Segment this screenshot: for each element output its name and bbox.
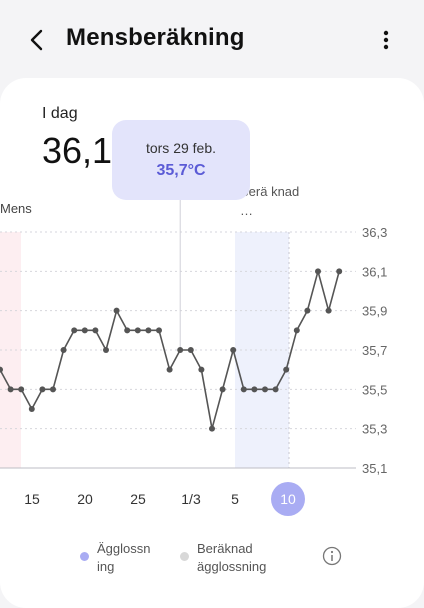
info-icon[interactable] [322,546,342,566]
y-tick-label: 35,9 [362,304,387,319]
data-point [0,366,3,373]
legend-ovulation-label: Ägglossn ing [97,541,151,574]
data-point [209,425,215,432]
data-point [283,366,290,373]
data-point [230,347,237,353]
legend-ovulation-dot [80,552,89,561]
data-point [251,386,258,393]
x-tick-label-selected: 10 [280,491,296,507]
x-tick-label: 20 [77,491,93,507]
y-tick-label: 35,7 [362,343,387,358]
data-point [39,386,46,393]
tooltip-date: tors 29 feb. [145,140,217,156]
data-point [336,268,343,275]
data-point [50,386,56,393]
data-point [92,327,99,334]
y-tick-label: 36,1 [362,264,387,279]
data-point [60,347,67,353]
y-tick-label: 35,1 [362,461,387,476]
chevron-left-icon[interactable] [24,26,52,54]
data-point [315,268,321,275]
temperature-card: I dag 36,1 Mens Berä knad … 36,3 36,1 35,9… [0,78,424,608]
y-tick-label: 35,3 [362,422,387,437]
data-point [103,347,109,353]
today-label: I dag [42,105,78,122]
phase-label-calculated: Berä knad … [240,184,300,218]
data-point [187,347,194,353]
legend-calculated-dot [180,552,189,561]
data-point [124,327,131,334]
x-tick-label: 1/3 [181,491,201,507]
page-title: Mensberäkning [66,24,245,51]
data-point [219,386,226,393]
x-tick-label: 15 [24,491,40,507]
data-point [145,327,152,334]
data-point [177,347,184,353]
data-point [262,386,268,393]
y-tick-label: 35,5 [362,382,387,397]
chart-tooltip: tors 29 feb. 35,7°C [112,120,250,200]
data-point [7,386,14,393]
today-temperature: 36,1 [42,130,113,171]
data-point [28,406,35,412]
x-tick-label: 25 [130,491,146,507]
data-point [240,386,247,393]
data-point [71,327,78,334]
phase-label-mens: Mens [0,201,32,216]
data-point [156,327,162,334]
app-header: Mensberäkning [0,0,424,80]
y-tick-label: 36,3 [362,225,387,240]
more-vertical-icon[interactable] [374,26,398,54]
selected-date-highlight [271,482,305,516]
tooltip-value: 35,7°C [156,162,206,179]
data-point [81,327,88,334]
data-point [293,327,300,334]
data-point [113,307,120,314]
data-point [134,327,141,334]
temperature-chart[interactable]: 36,3 36,1 35,9 35,7 35,5 35,3 35,1 15 20 25 1/3 5 10 [0,156,424,536]
data-point [272,386,279,393]
x-tick-label: 5 [231,491,239,507]
legend-calculated-label: Beräknad ägglossning [197,541,267,574]
data-point [198,366,205,373]
data-point [304,307,311,314]
data-point [166,366,173,373]
data-point [18,386,25,393]
data-point [325,307,332,314]
